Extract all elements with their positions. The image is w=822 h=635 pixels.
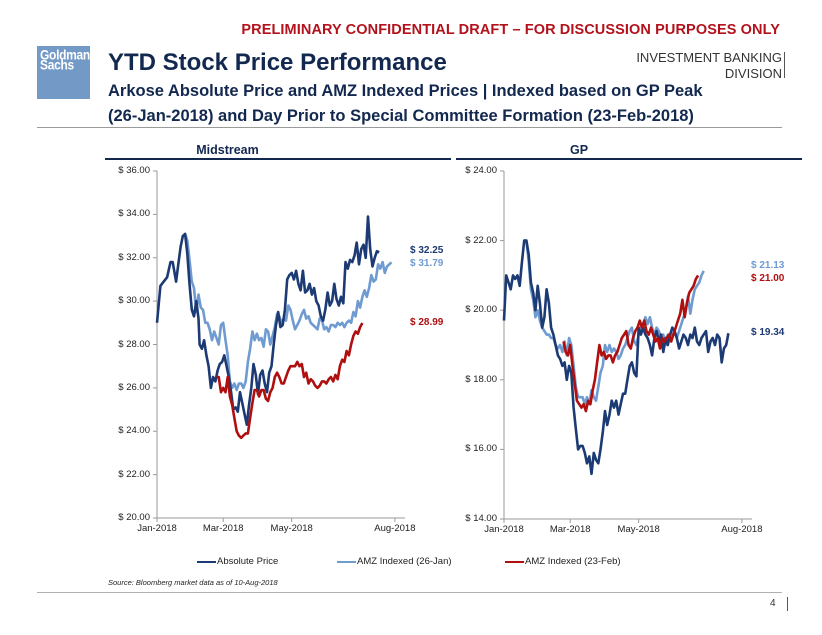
legend-item-amz-feb: AMZ Indexed (23-Feb) bbox=[505, 556, 621, 567]
y-tick-label: $ 24.00 bbox=[118, 425, 150, 437]
y-tick-label: $ 24.00 bbox=[465, 165, 497, 176]
y-tick-label: $ 30.00 bbox=[118, 295, 150, 307]
end-value-label: $ 21.00 bbox=[751, 273, 785, 285]
series-line-absolute bbox=[502, 239, 730, 476]
panel-rule-midstream bbox=[105, 158, 451, 160]
legend-swatch-amz-jan bbox=[337, 560, 356, 563]
y-tick-label: $ 16.00 bbox=[465, 443, 497, 455]
page-subtitle-line-2: (26-Jan-2018) and Day Prior to Special C… bbox=[108, 107, 694, 125]
footer-rule bbox=[37, 592, 782, 593]
x-tick-label: Mar-2018 bbox=[549, 524, 591, 535]
x-tick-label: Aug-2018 bbox=[374, 523, 416, 534]
legend-label: AMZ Indexed (23-Feb) bbox=[525, 556, 621, 567]
panel-title-gp: GP bbox=[569, 143, 589, 157]
page-number: 4 bbox=[770, 598, 776, 609]
panel-rule-gp bbox=[456, 158, 802, 160]
legend-label: AMZ Indexed (26-Jan) bbox=[357, 556, 452, 567]
source-note: Source: Bloomberg market data as of 10-A… bbox=[108, 578, 278, 587]
y-tick-label: $ 14.00 bbox=[465, 513, 497, 524]
division-label: INVESTMENT BANKING DIVISION bbox=[636, 50, 782, 82]
y-tick-label: $ 22.00 bbox=[465, 234, 497, 246]
end-value-label: $ 19.34 bbox=[751, 327, 785, 339]
x-tick-label: May-2018 bbox=[270, 523, 313, 534]
legend-swatch-absolute bbox=[197, 560, 216, 563]
end-value-label: $ 31.79 bbox=[410, 258, 444, 270]
y-tick-label: $ 22.00 bbox=[118, 468, 150, 480]
y-tick-label: $ 18.00 bbox=[465, 373, 497, 385]
page-title: YTD Stock Price Performance bbox=[108, 49, 447, 76]
series-line-absolute bbox=[155, 215, 380, 427]
x-tick-label: May-2018 bbox=[617, 524, 660, 535]
series-line-amz-feb bbox=[562, 274, 700, 413]
page-number-divider bbox=[787, 597, 788, 611]
series-line-amz-feb bbox=[216, 322, 364, 440]
x-tick-label: Jan-2018 bbox=[484, 524, 524, 535]
x-tick-label: Mar-2018 bbox=[202, 523, 244, 534]
division-line-1: INVESTMENT BANKING bbox=[636, 50, 782, 65]
y-tick-label: $ 34.00 bbox=[118, 208, 150, 220]
end-value-label: $ 21.13 bbox=[751, 259, 785, 271]
legend-swatch-amz-feb bbox=[505, 560, 524, 563]
y-tick-label: $ 20.00 bbox=[118, 512, 150, 523]
end-value-label: $ 28.99 bbox=[410, 317, 444, 329]
confidential-banner: PRELIMINARY CONFIDENTIAL DRAFT – FOR DIS… bbox=[241, 22, 780, 38]
logo-line-1: Goldman bbox=[40, 46, 90, 63]
panel-title-midstream: Midstream bbox=[196, 143, 259, 157]
y-tick-label: $ 28.00 bbox=[118, 338, 150, 350]
legend-item-amz-jan: AMZ Indexed (26-Jan) bbox=[337, 556, 452, 567]
page-subtitle-line-1: Arkose Absolute Price and AMZ Indexed Pr… bbox=[108, 82, 703, 100]
x-tick-label: Jan-2018 bbox=[137, 523, 177, 534]
series-line-amz-jan bbox=[183, 233, 393, 392]
logo-line-2: Sachs bbox=[40, 56, 74, 73]
header-rule bbox=[37, 127, 782, 128]
legend-label: Absolute Price bbox=[217, 556, 279, 567]
y-tick-label: $ 36.00 bbox=[118, 165, 150, 176]
goldman-sachs-logo: Goldman Sachs bbox=[37, 46, 90, 99]
x-tick-label: Aug-2018 bbox=[721, 524, 763, 535]
division-line-2: DIVISION bbox=[724, 66, 782, 81]
y-tick-label: $ 20.00 bbox=[465, 304, 497, 316]
legend-item-absolute: Absolute Price bbox=[197, 556, 278, 567]
y-tick-label: $ 26.00 bbox=[118, 381, 150, 393]
y-tick-label: $ 32.00 bbox=[118, 251, 150, 263]
end-value-label: $ 32.25 bbox=[410, 245, 444, 257]
division-divider bbox=[784, 52, 785, 78]
